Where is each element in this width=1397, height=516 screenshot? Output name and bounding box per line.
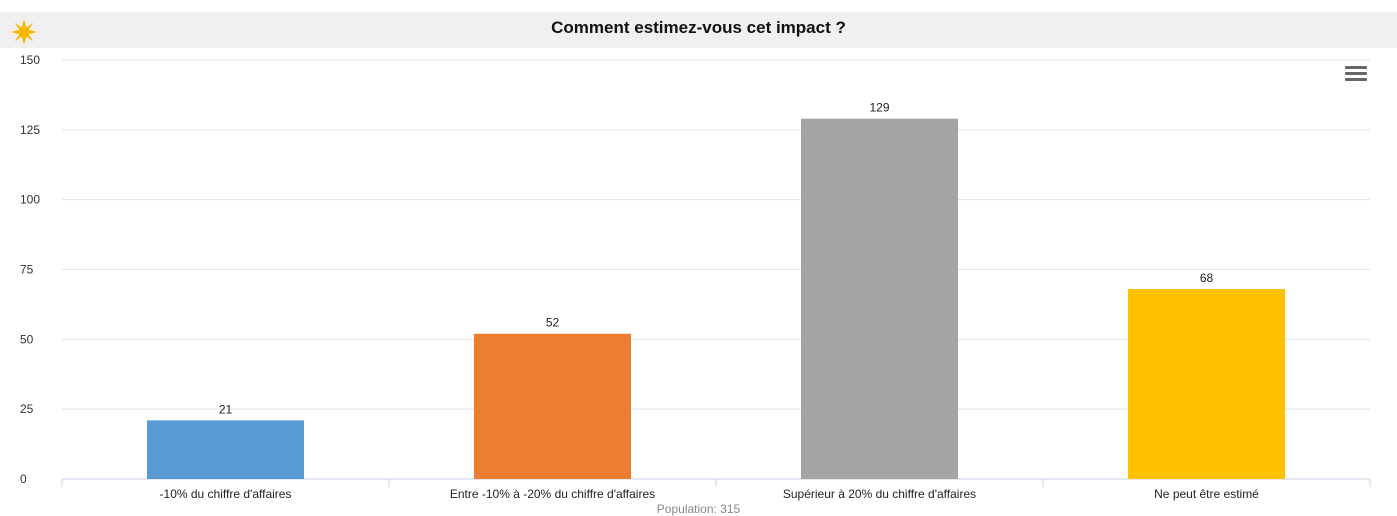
y-tick-label: 125 [20, 123, 40, 137]
x-category-label: Entre -10% à -20% du chiffre d'affaires [450, 487, 655, 501]
y-tick-label: 75 [20, 263, 34, 277]
sun-logo-icon [11, 19, 37, 45]
data-label: 52 [546, 316, 560, 330]
population-footer: Population: 315 [656, 502, 741, 516]
x-category-label: Supérieur à 20% du chiffre d'affaires [783, 487, 976, 501]
title-bar: Comment estimez-vous cet impact ? [0, 12, 1397, 48]
bar [801, 118, 958, 479]
data-label: 129 [869, 101, 889, 115]
bar [474, 333, 631, 479]
x-category-label: -10% du chiffre d'affaires [160, 487, 292, 501]
data-label: 21 [219, 402, 233, 416]
y-tick-label: 0 [20, 472, 27, 486]
chart-title: Comment estimez-vous cet impact ? [551, 18, 846, 37]
hamburger-menu-icon[interactable] [1345, 66, 1367, 84]
data-label: 68 [1200, 271, 1214, 285]
x-category-label: Ne peut être estimé [1154, 487, 1259, 501]
y-tick-label: 100 [20, 193, 40, 207]
bar [147, 420, 304, 479]
y-tick-label: 50 [20, 332, 34, 346]
y-tick-label: 150 [20, 53, 40, 67]
bar [1128, 289, 1285, 479]
y-tick-label: 25 [20, 402, 34, 416]
